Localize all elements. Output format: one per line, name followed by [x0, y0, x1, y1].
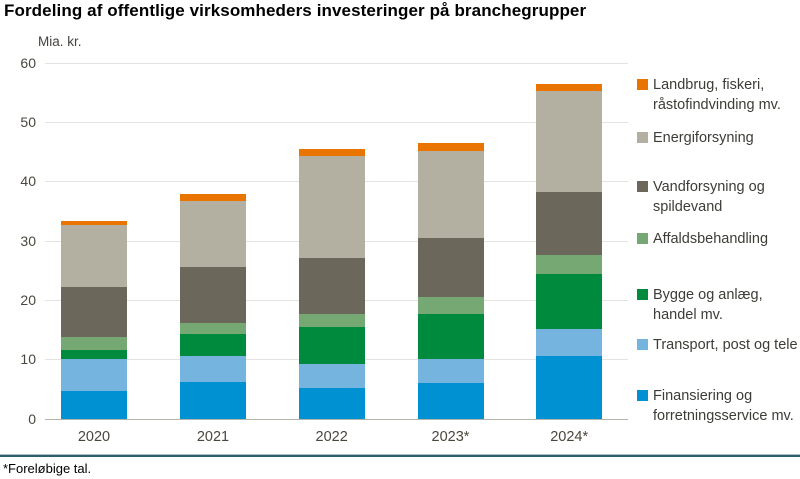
- y-tick-label-40: 40: [20, 173, 36, 190]
- bar-2024: [536, 84, 603, 420]
- gridline-50: [45, 122, 628, 124]
- bar-segment-2023-0: [417, 383, 484, 420]
- bar-segment-2023-1: [417, 359, 484, 384]
- x-tick-label-2023: 2023*: [431, 429, 470, 445]
- legend-label-4: Vandforsyning og spildevand: [653, 177, 765, 217]
- bar-segment-2024-3: [536, 254, 603, 274]
- bar-segment-2022-4: [298, 257, 365, 314]
- bar-segment-2022-3: [298, 313, 365, 328]
- bar-2022: [298, 149, 365, 420]
- bar-segment-2024-2: [536, 273, 603, 330]
- legend-swatch-0: [637, 390, 648, 401]
- legend-label-line: handel mv.: [653, 307, 723, 323]
- y-tick-label-10: 10: [20, 351, 36, 368]
- bar-segment-2022-6: [298, 149, 365, 157]
- bar-2020: [61, 221, 127, 420]
- bar-segment-2022-5: [298, 156, 365, 258]
- y-tick-label-20: 20: [20, 292, 36, 309]
- bar-segment-2023-6: [417, 142, 484, 151]
- legend-swatch-3: [637, 233, 648, 244]
- bar-segment-2024-4: [536, 192, 603, 255]
- x-tick-label-2022: 2022: [315, 429, 348, 445]
- separator-line: [0, 454, 800, 457]
- legend: Landbrug, fiskeri, råstofindvinding mv. En…: [630, 60, 800, 440]
- bar-segment-2021-3: [180, 323, 246, 335]
- legend-label-line: Energiforsyning: [653, 130, 754, 146]
- gridline-60: [45, 62, 628, 64]
- page-title: Fordeling af offentlige virksomheders in…: [4, 1, 587, 20]
- legend-swatch-2: [637, 289, 648, 300]
- x-tick-label-2021: 2021: [196, 429, 230, 445]
- y-tick-label-30: 30: [20, 232, 36, 249]
- bar-segment-2021-4: [180, 267, 246, 324]
- legend-label-line: spildevand: [653, 199, 723, 215]
- bar-segment-2024-5: [536, 90, 603, 193]
- legend-label-line: forretningsservice mv.: [653, 408, 794, 424]
- legend-label-2: Bygge og anlæg, handel mv.: [653, 285, 763, 325]
- bar-segment-2020-4: [61, 286, 127, 338]
- bar-segment-2024-0: [536, 356, 603, 420]
- legend-label-line: Landbrug, fiskeri,: [653, 77, 765, 93]
- bar-segment-2020-1: [61, 359, 127, 391]
- bar-segment-2020-2: [61, 349, 127, 360]
- y-axis-unit-label: Mia. kr.: [38, 34, 82, 49]
- legend-label-line: Vandforsyning og: [653, 179, 765, 195]
- bar-segment-2021-0: [180, 382, 246, 420]
- legend-label-6: Landbrug, fiskeri, råstofindvinding mv.: [653, 75, 781, 115]
- y-tick-label-50: 50: [20, 114, 36, 131]
- bar-segment-2022-1: [298, 364, 365, 389]
- bar-segment-2021-1: [180, 356, 246, 383]
- y-tick-label-60: 60: [20, 54, 36, 71]
- bar-segment-2020-6: [61, 221, 127, 225]
- legend-swatch-1: [637, 339, 648, 350]
- bar-2021: [180, 194, 246, 420]
- bar-segment-2023-3: [417, 297, 484, 314]
- legend-swatch-6: [637, 79, 648, 90]
- legend-label-3: Affaldsbehandling: [653, 229, 768, 249]
- y-tick-label-0: 0: [28, 410, 36, 427]
- footnote: *Foreløbige tal.: [3, 461, 92, 476]
- bar-segment-2023-2: [417, 313, 484, 360]
- legend-label-0: Finansiering og forretningsservice mv.: [653, 386, 794, 426]
- bar-segment-2021-5: [180, 200, 246, 268]
- legend-label-line: Transport, post og tele: [653, 337, 798, 353]
- bar-segment-2024-6: [536, 84, 603, 91]
- legend-label-5: Energiforsyning: [653, 128, 754, 148]
- bar-segment-2022-2: [298, 327, 365, 365]
- gridline-0: [45, 418, 628, 420]
- bar-segment-2023-5: [417, 150, 484, 239]
- bar-segment-2021-6: [180, 194, 246, 201]
- legend-label-line: Finansiering og: [653, 388, 753, 404]
- bar-2023: [417, 142, 484, 420]
- bar-segment-2023-4: [417, 238, 484, 298]
- legend-label-1: Transport, post og tele: [653, 335, 798, 355]
- bar-segment-2020-3: [61, 337, 127, 350]
- x-tick-label-2024: 2024*: [550, 429, 589, 445]
- legend-label-line: råstofindvinding mv.: [653, 97, 781, 113]
- bar-segment-2020-0: [61, 390, 127, 420]
- legend-swatch-4: [637, 181, 648, 192]
- bar-segment-2024-1: [536, 329, 603, 357]
- x-tick-label-2020: 2020: [77, 429, 111, 445]
- legend-swatch-5: [637, 132, 648, 143]
- legend-label-line: Bygge og anlæg,: [653, 287, 763, 303]
- plot-area: 0 10 20 30 40 50 60 2020 2021 2022 2023* 2024*: [20, 54, 628, 445]
- bar-segment-2021-2: [180, 334, 246, 357]
- legend-label-line: Affaldsbehandling: [653, 231, 769, 247]
- bar-segment-2020-5: [61, 224, 127, 287]
- bar-segment-2022-0: [298, 388, 365, 420]
